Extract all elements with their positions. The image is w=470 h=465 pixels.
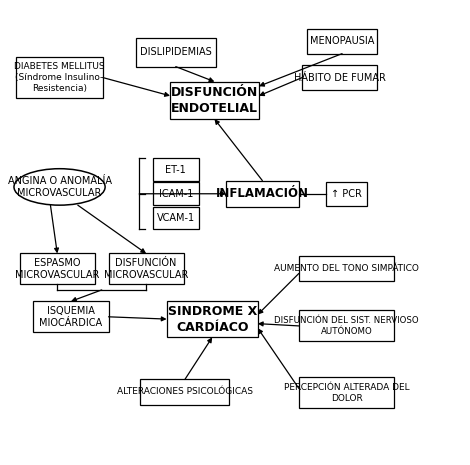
Text: DISFUNCIÓN
ENDOTELIAL: DISFUNCIÓN ENDOTELIAL [171,86,258,115]
Text: ↑ PCR: ↑ PCR [331,189,362,199]
Text: DISLIPIDEMIAS: DISLIPIDEMIAS [140,47,212,58]
Text: ESPASMO
MICROVASCULAR: ESPASMO MICROVASCULAR [15,258,100,280]
Text: HÁBITO DE FUMAR: HÁBITO DE FUMAR [294,73,386,83]
Text: INFLAMACIÓN: INFLAMACIÓN [216,187,309,200]
Text: DISFUNCIÓN DEL SIST. NERVIOSO
AUTÓNOMO: DISFUNCIÓN DEL SIST. NERVIOSO AUTÓNOMO [274,316,419,336]
Text: AUMENTO DEL TONO SIMPÁTICO: AUMENTO DEL TONO SIMPÁTICO [274,265,419,273]
Text: ALTERACIONES PSICOLÓGICAS: ALTERACIONES PSICOLÓGICAS [117,387,253,397]
Text: ISQUEMIA
MIOCÁRDICA: ISQUEMIA MIOCÁRDICA [39,306,102,328]
Text: VCAM-1: VCAM-1 [157,213,195,223]
Text: DISFUNCIÓN
MICROVASCULAR: DISFUNCIÓN MICROVASCULAR [104,258,188,280]
Text: SINDROME X
CARDÍACO: SINDROME X CARDÍACO [168,305,257,333]
Text: PERCEPCIÓN ALTERADA DEL
DOLOR: PERCEPCIÓN ALTERADA DEL DOLOR [284,383,409,403]
Text: MENOPAUSIA: MENOPAUSIA [310,36,374,46]
Text: ANGINA O ANOMALÍA
MICROVASCULAR: ANGINA O ANOMALÍA MICROVASCULAR [8,176,111,198]
Text: ICAM-1: ICAM-1 [158,189,193,199]
Text: ET-1: ET-1 [165,165,186,175]
Text: DIABETES MELLITUS
(Síndrome Insulino-
Resistencia): DIABETES MELLITUS (Síndrome Insulino- Re… [14,62,105,93]
